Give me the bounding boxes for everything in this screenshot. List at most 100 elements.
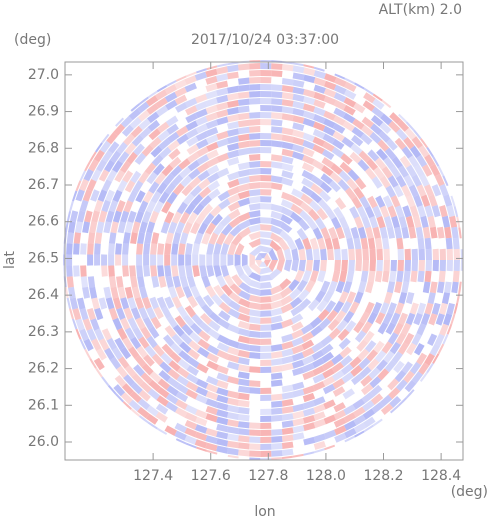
echo-cell bbox=[216, 438, 229, 447]
echo-cell bbox=[446, 248, 453, 260]
echo-cell bbox=[168, 148, 181, 160]
echo-cell bbox=[91, 210, 100, 223]
echo-cell bbox=[141, 144, 154, 157]
echo-cell bbox=[260, 133, 272, 140]
echo-cell bbox=[292, 93, 305, 102]
echo-cell bbox=[292, 144, 305, 153]
echo-cell bbox=[69, 210, 79, 223]
echo-cell bbox=[371, 106, 384, 119]
echo-cell bbox=[127, 317, 138, 330]
echo-cell bbox=[168, 221, 178, 234]
echo-cell bbox=[417, 205, 427, 218]
echo-cell bbox=[365, 226, 374, 239]
echo-cell bbox=[387, 175, 399, 188]
echo-cell bbox=[227, 324, 240, 334]
echo-cell bbox=[347, 169, 360, 182]
echo-cell bbox=[129, 265, 136, 277]
echo-cell bbox=[180, 332, 193, 345]
echo-cell bbox=[255, 260, 262, 267]
echo-cell bbox=[190, 221, 201, 235]
echo-cell bbox=[343, 404, 356, 416]
echo-field bbox=[63, 60, 463, 460]
echo-cell bbox=[217, 190, 231, 202]
echo-cell bbox=[94, 328, 105, 341]
echo-cell bbox=[178, 350, 191, 362]
echo-cell bbox=[324, 237, 334, 250]
echo-cell bbox=[351, 196, 363, 209]
echo-cell bbox=[398, 165, 409, 178]
echo-cell bbox=[139, 286, 148, 299]
echo-cell bbox=[260, 112, 272, 119]
echo-cell bbox=[171, 296, 182, 309]
echo-cell bbox=[238, 282, 251, 293]
echo-cell bbox=[288, 279, 300, 292]
echo-cell bbox=[320, 248, 327, 260]
echo-cell bbox=[109, 356, 122, 370]
echo-cell bbox=[205, 127, 219, 137]
echo-cell bbox=[237, 371, 250, 380]
echo-cell bbox=[399, 155, 412, 169]
echo-cell bbox=[360, 237, 369, 250]
echo-cell bbox=[194, 431, 208, 441]
echo-cell bbox=[216, 167, 230, 178]
echo-cell bbox=[216, 409, 229, 418]
echo-cell bbox=[334, 432, 347, 443]
echo-cell bbox=[143, 190, 154, 204]
echo-cell bbox=[185, 112, 198, 124]
echo-cell bbox=[350, 365, 363, 377]
echo-cell bbox=[419, 174, 430, 187]
echo-cell bbox=[294, 237, 305, 250]
echo-cell bbox=[299, 201, 313, 214]
echo-cell bbox=[179, 341, 192, 354]
echo-cell bbox=[327, 248, 334, 260]
echo-cell bbox=[190, 322, 203, 335]
echo-cell bbox=[281, 99, 294, 107]
echo-cell bbox=[227, 447, 239, 456]
echo-cell bbox=[216, 152, 229, 163]
echo-cell bbox=[227, 71, 239, 80]
echo-cell bbox=[184, 435, 197, 445]
echo-cell bbox=[138, 389, 151, 402]
echo-cell bbox=[300, 193, 313, 205]
echo-cell bbox=[369, 376, 382, 389]
echo-cell bbox=[101, 265, 108, 277]
echo-cell bbox=[189, 176, 202, 189]
echo-cell bbox=[248, 287, 261, 296]
echo-cell bbox=[237, 162, 250, 171]
echo-cell bbox=[281, 441, 294, 449]
echo-cell bbox=[369, 216, 379, 229]
echo-cell bbox=[199, 321, 212, 334]
echo-cell bbox=[167, 139, 180, 152]
echo-cell bbox=[94, 232, 103, 244]
echo-cell bbox=[153, 344, 165, 357]
echo-cell bbox=[140, 372, 153, 385]
echo-cell bbox=[139, 127, 152, 139]
echo-cell bbox=[372, 98, 385, 110]
echo-cell bbox=[313, 260, 320, 272]
echo-cell bbox=[122, 265, 129, 277]
echo-cell bbox=[132, 180, 144, 193]
echo-cell bbox=[271, 365, 283, 373]
echo-cell bbox=[313, 77, 326, 87]
echo-cell bbox=[108, 276, 117, 288]
echo-cell bbox=[324, 80, 337, 91]
echo-cell bbox=[298, 260, 306, 272]
echo-cell bbox=[431, 302, 441, 315]
echo-cell bbox=[391, 215, 400, 229]
echo-cell bbox=[281, 163, 294, 172]
echo-cell bbox=[145, 200, 157, 214]
echo-cell bbox=[187, 160, 200, 172]
echo-cell bbox=[354, 291, 364, 304]
echo-cell bbox=[382, 195, 393, 208]
echo-cell bbox=[417, 270, 425, 283]
echo-cell bbox=[379, 122, 392, 134]
echo-cell bbox=[104, 347, 115, 361]
y-tick-label: 26.6 bbox=[28, 214, 59, 230]
echo-cell bbox=[259, 253, 267, 259]
echo-cell bbox=[453, 260, 460, 272]
echo-cell bbox=[328, 280, 338, 294]
echo-cell bbox=[453, 248, 460, 260]
echo-cell bbox=[309, 270, 319, 283]
echo-cell bbox=[205, 97, 218, 107]
echo-cell bbox=[364, 205, 375, 219]
